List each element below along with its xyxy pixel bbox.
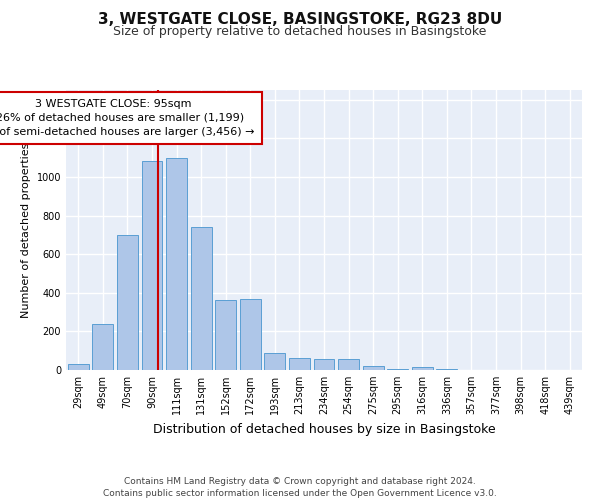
Text: 3 WESTGATE CLOSE: 95sqm
← 26% of detached houses are smaller (1,199)
74% of semi: 3 WESTGATE CLOSE: 95sqm ← 26% of detache… [0,99,255,137]
Bar [387,369,408,370]
Bar [68,364,89,370]
Bar [314,360,334,370]
Bar [289,358,310,370]
Bar [92,324,113,370]
Bar [362,366,383,370]
Text: Contains HM Land Registry data © Crown copyright and database right 2024.
Contai: Contains HM Land Registry data © Crown c… [103,476,497,498]
Bar [215,300,236,370]
Bar [240,298,261,370]
Bar [142,162,163,370]
X-axis label: Distribution of detached houses by size in Basingstoke: Distribution of detached houses by size … [152,422,496,436]
Bar [412,367,433,370]
Bar [117,235,138,370]
Bar [436,369,457,370]
Bar [265,352,286,370]
Bar [166,158,187,370]
Y-axis label: Number of detached properties: Number of detached properties [21,142,31,318]
Text: Size of property relative to detached houses in Basingstoke: Size of property relative to detached ho… [113,25,487,38]
Bar [338,360,359,370]
Bar [191,227,212,370]
Text: 3, WESTGATE CLOSE, BASINGSTOKE, RG23 8DU: 3, WESTGATE CLOSE, BASINGSTOKE, RG23 8DU [98,12,502,28]
